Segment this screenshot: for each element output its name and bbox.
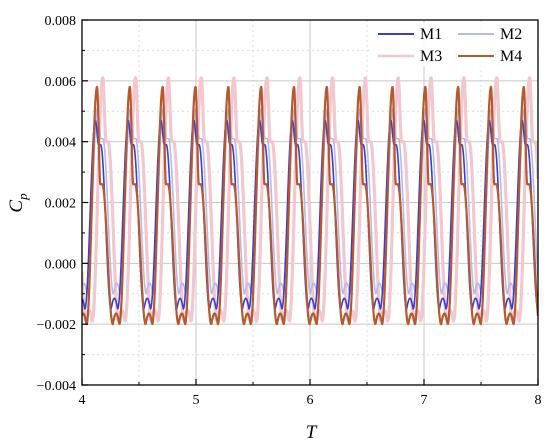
legend-label-m2: M2	[500, 26, 522, 43]
y-tick-label: 0.004	[45, 136, 77, 151]
y-tick-label: 0.000	[45, 257, 77, 272]
x-tick-label: 4	[79, 393, 86, 408]
y-tick-label: −0.004	[37, 379, 76, 394]
legend-label-m1: M1	[420, 26, 442, 43]
y-axis-title-sub: p	[15, 193, 30, 201]
series-line-m3	[82, 76, 538, 323]
x-tick-label: 7	[421, 393, 428, 408]
legend-label-m4: M4	[500, 48, 522, 65]
x-tick-label: 8	[535, 393, 542, 408]
x-tick-label: 6	[307, 393, 314, 408]
plot-area	[82, 76, 538, 326]
ticks: 4 5 6 7 8 −0.004 −0.002 0.000 0.002 0.004 0.006 0.0…	[37, 14, 542, 408]
y-tick-label: 0.002	[45, 197, 77, 212]
legend: M1 M2 M3 M4	[370, 23, 536, 67]
y-axis-title: Cp	[6, 193, 30, 213]
series-line-m4	[82, 85, 538, 326]
legend-background	[370, 23, 536, 67]
legend-label-m3: M3	[420, 48, 442, 65]
y-tick-label: −0.002	[37, 318, 76, 333]
y-tick-label: 0.006	[45, 75, 77, 90]
y-tick-label: 0.008	[45, 14, 77, 29]
y-axis-title-main: C	[6, 200, 27, 213]
x-tick-label: 5	[193, 393, 200, 408]
x-axis-title: T	[306, 422, 318, 443]
